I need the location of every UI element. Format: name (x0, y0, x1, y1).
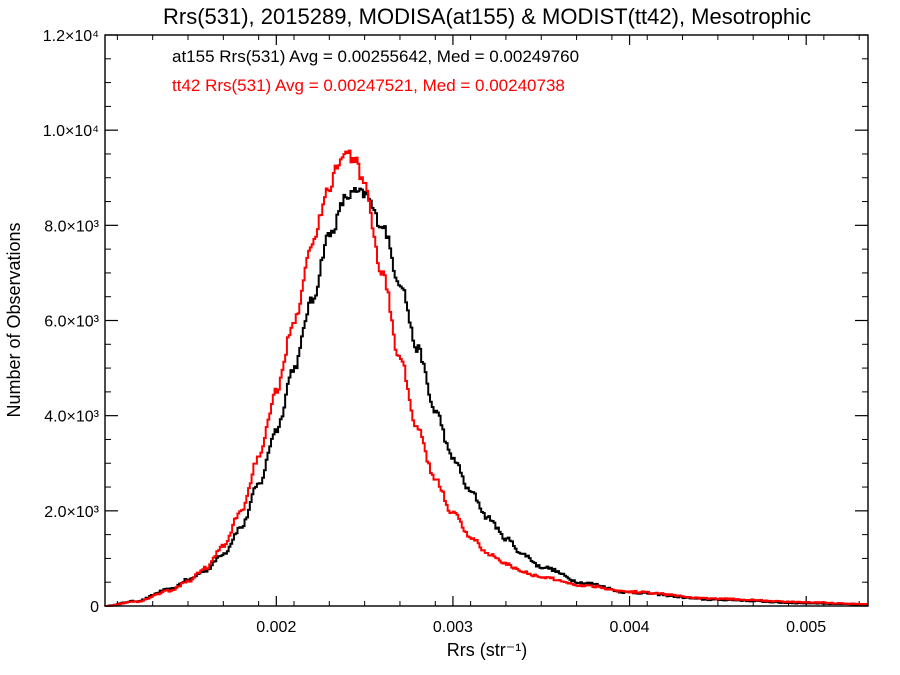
histogram-series-1 (104, 149, 868, 607)
y-tick-label: 0 (90, 599, 99, 616)
histogram-series-0 (104, 186, 868, 607)
x-tick-label: 0.003 (433, 619, 473, 636)
x-axis-label: Rrs (str⁻¹) (447, 640, 527, 660)
x-tick-label: 0.004 (610, 619, 650, 636)
y-tick-label: 4.0×10³ (44, 409, 99, 426)
x-tick-label: 0.005 (786, 619, 826, 636)
legend-annotation-tt42: tt42 Rrs(531) Avg = 0.00247521, Med = 0.… (172, 76, 565, 95)
x-tick-label: 0.002 (256, 619, 296, 636)
plot-frame (104, 34, 869, 607)
y-tick-label: 2.0×10³ (44, 504, 99, 521)
legend-annotation-at155: at155 Rrs(531) Avg = 0.00255642, Med = 0… (172, 47, 579, 66)
chart-title: Rrs(531), 2015289, MODISA(at155) & MODIS… (163, 4, 811, 29)
y-tick-label: 8.0×10³ (44, 218, 99, 235)
y-tick-label: 1.0×10⁴ (43, 123, 99, 140)
y-tick-label: 6.0×10³ (44, 314, 99, 331)
y-tick-label: 1.2×10⁴ (43, 28, 99, 45)
y-axis-label: Number of Observations (4, 222, 24, 417)
